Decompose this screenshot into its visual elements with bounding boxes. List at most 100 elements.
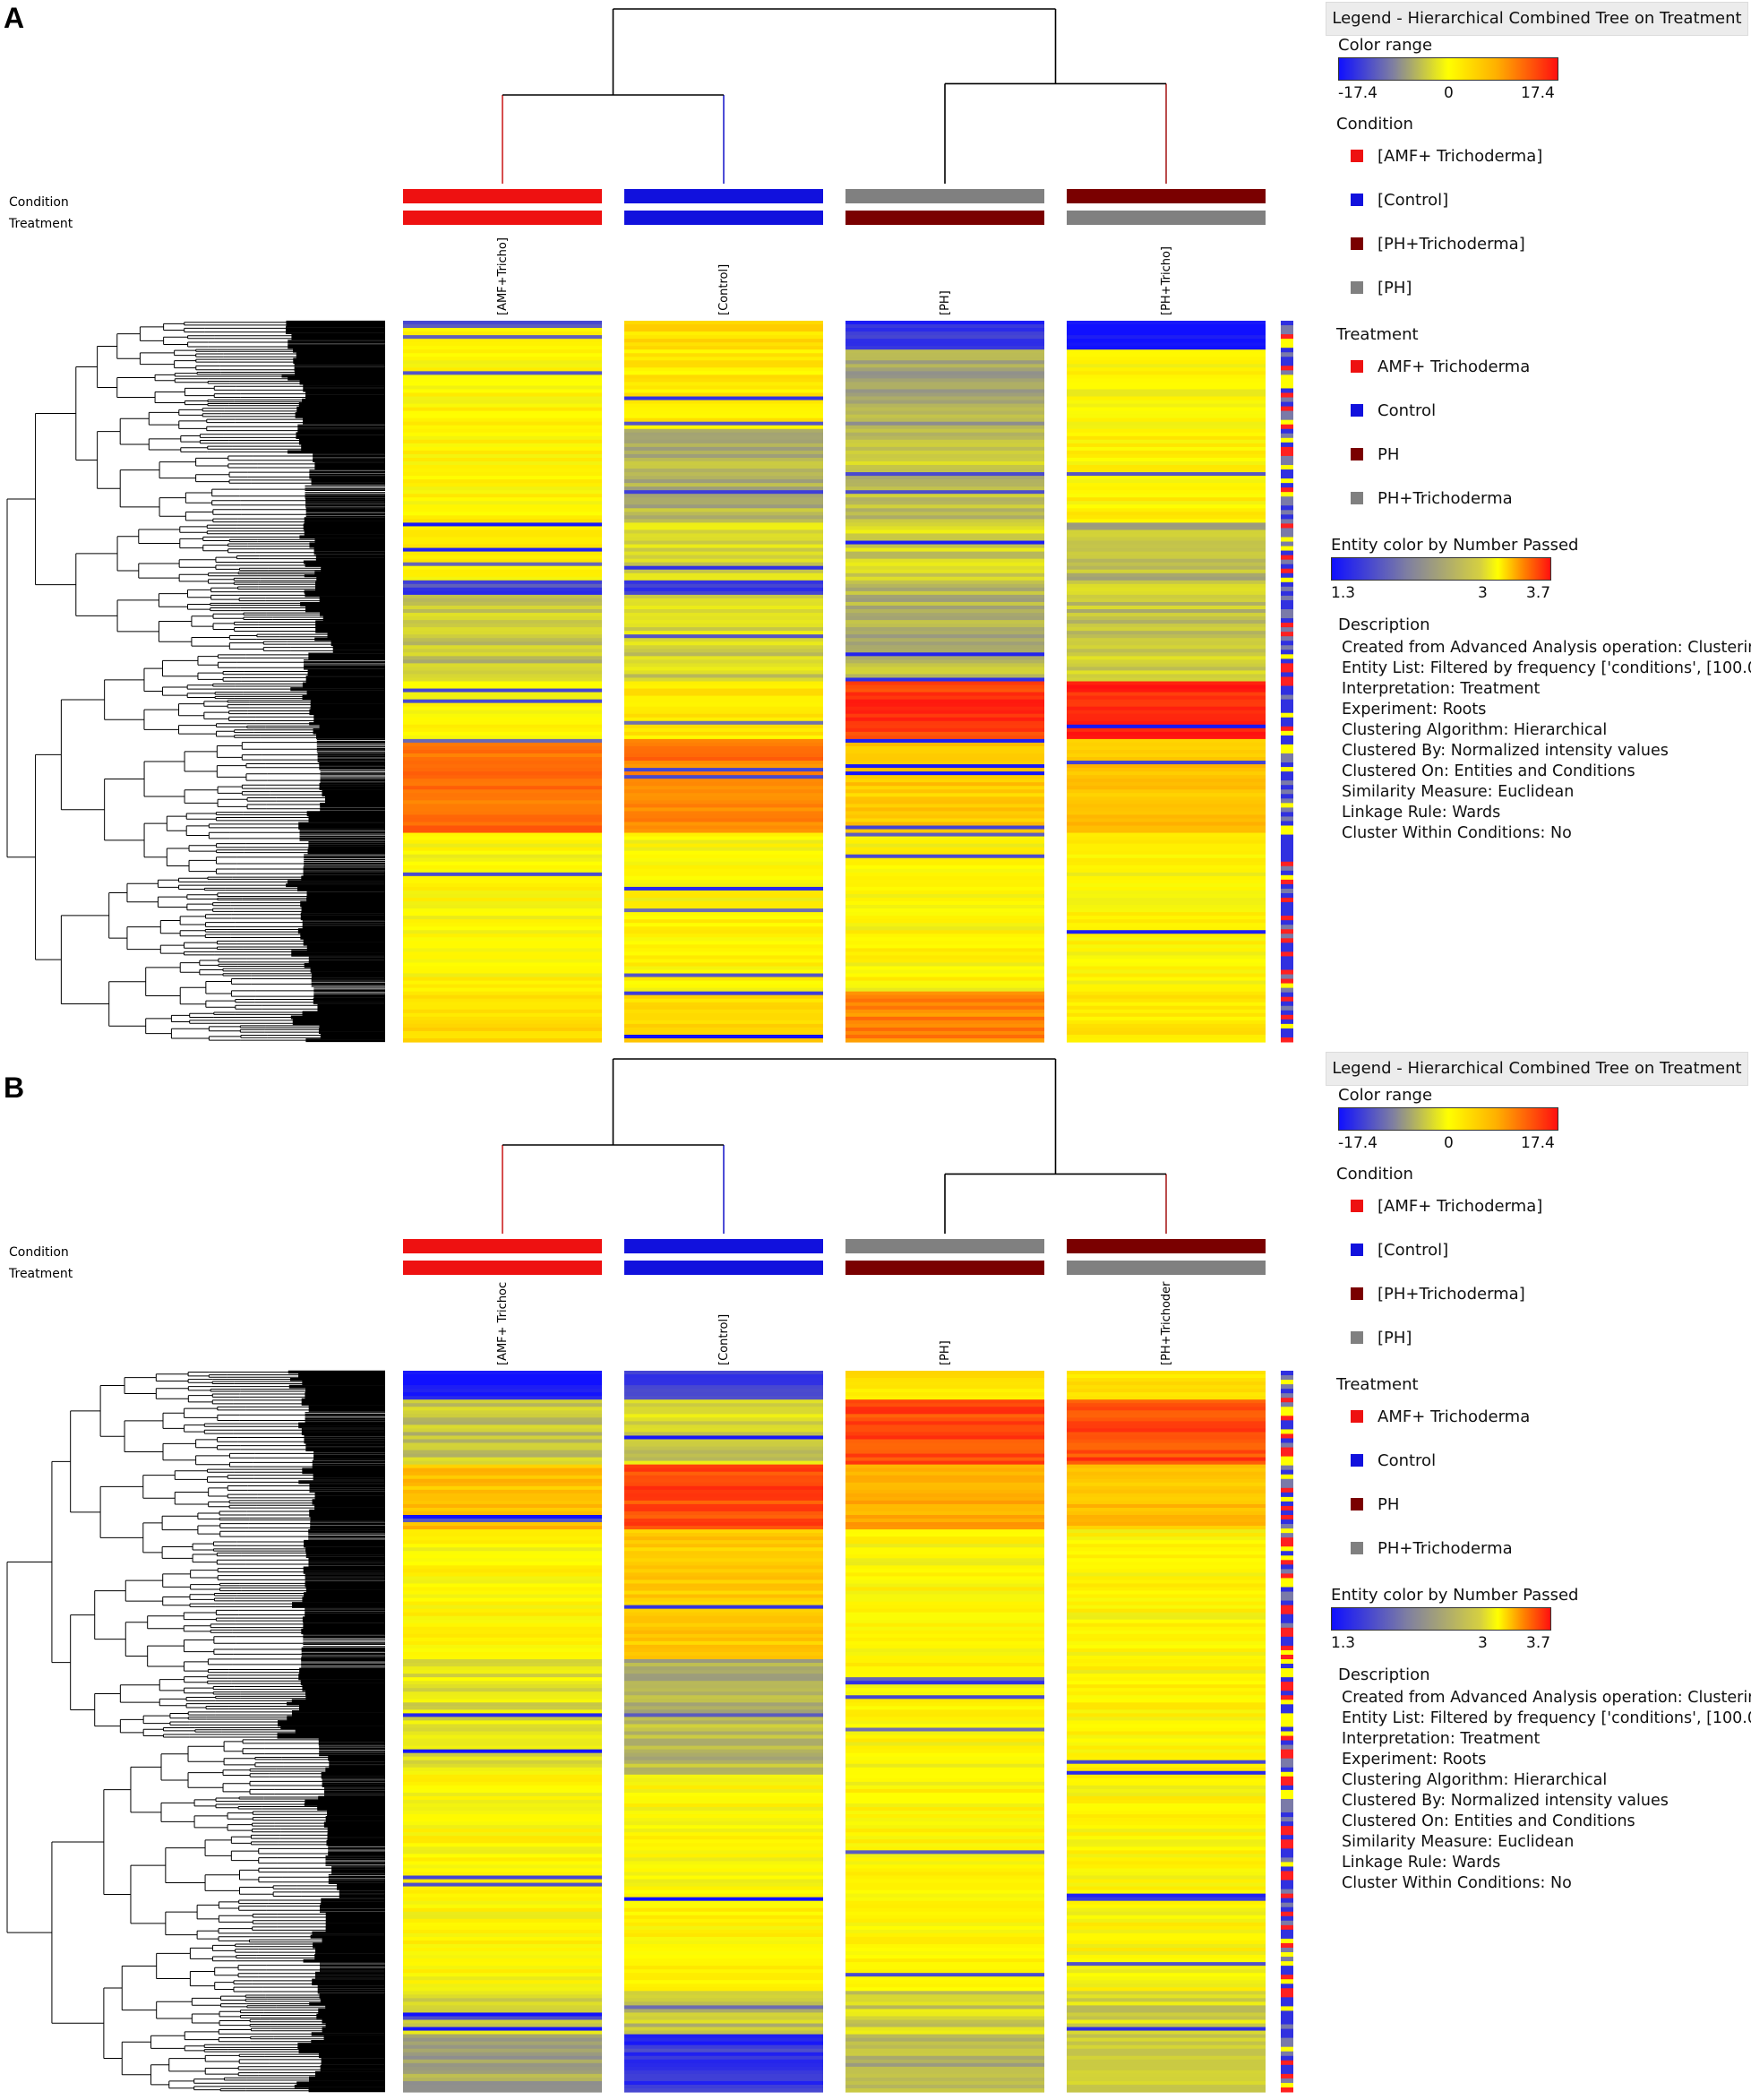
heatmap-cell [1067,1428,1266,1433]
heatmap-cell [403,969,602,975]
heatmap-cell [624,587,823,592]
heatmap-cell [624,414,823,419]
heatmap-cell [845,476,1044,480]
heatmap-cell [1067,1399,1266,1404]
heatmap-cell [403,1378,602,1382]
heatmap-cell [624,490,823,495]
entity-color-cell [1281,654,1293,659]
heatmap-cell [403,980,602,985]
heatmap-cell [403,857,602,863]
swatch-icon [1351,404,1363,417]
heatmap-cell [1067,645,1266,650]
heatmap-cell [403,822,602,827]
heatmap-cell [624,1478,823,1484]
entity-color-cell [1281,879,1293,885]
heatmap-cell [1067,512,1266,516]
heatmap-cell [845,565,1044,571]
heatmap-cell [1067,955,1266,960]
heatmap-cell [624,594,823,599]
heatmap-cell [624,652,823,657]
heatmap-cell [845,450,1044,455]
heatmap-cell [403,674,602,679]
heatmap-cell [624,865,823,870]
heatmap-cell [624,638,823,642]
heatmap-cell [403,804,602,808]
heatmap-cell [1067,1522,1266,1527]
heatmap-cell [624,1529,823,1534]
heatmap-cell [845,414,1044,419]
heatmap-cell [845,547,1044,553]
entity-color-cell [1281,812,1293,817]
heatmap-cell [845,453,1044,459]
heatmap-cell [845,1457,1044,1462]
heatmap-cell [403,1385,602,1390]
heatmap-cell [624,850,823,856]
heatmap-cell [1067,901,1266,906]
heatmap-cell [624,1467,823,1473]
heatmap-cell [403,631,602,635]
heatmap-cell [403,987,602,993]
heatmap-cell [1067,598,1266,603]
heatmap-cell [1067,1565,1266,1570]
heatmap-cell [624,537,823,542]
treatment-legend-item: PH [1351,444,1399,466]
heatmap-cell [1067,905,1266,909]
heatmap-cell [1067,403,1266,409]
heatmap-cell [624,1475,823,1480]
heatmap-cell [1067,1027,1266,1032]
heatmap-cell [403,396,602,401]
heatmap-cell [1067,882,1266,888]
heatmap-cell [624,1421,823,1425]
condition-bar [845,189,1044,203]
heatmap-cell [1067,1633,1266,1639]
entity-color-cell [1281,825,1293,831]
heatmap-cell [403,695,602,701]
entity-color-cell [1281,978,1293,985]
heatmap-cell [1067,652,1266,657]
heatmap-cell [1067,460,1266,466]
heatmap-cell [403,955,602,960]
heatmap-cell [1067,410,1266,416]
heatmap-cell [1067,1637,1266,1642]
heatmap-cell [403,544,602,549]
heatmap-cell [1067,605,1266,610]
heatmap-cell [845,1374,1044,1379]
heatmap-cell [624,1637,823,1642]
heatmap-cell [1067,717,1266,722]
entity-color-cell [1281,442,1293,448]
heatmap-cell [1067,540,1266,546]
heatmap-cell [845,659,1044,664]
heatmap-cell [403,1485,602,1491]
entity-color-cell [1281,1001,1293,1007]
heatmap-cell [403,1503,602,1509]
panel-label: A [4,2,25,34]
heatmap-cell [845,1622,1044,1628]
entity-color-cell [1281,739,1293,745]
heatmap-cell [845,1485,1044,1491]
heatmap-cell [624,547,823,553]
entity-color-cell [1281,568,1293,574]
heatmap-cell [1067,775,1266,779]
heatmap-cell [624,966,823,971]
heatmap-cell [845,594,1044,599]
heatmap-cell [624,898,823,902]
heatmap-cell [403,713,602,719]
heatmap-cell [1067,804,1266,808]
entity-color-cell [1281,870,1293,876]
heatmap-cell [845,1640,1044,1646]
condition-row-label: Condition [9,1245,69,1260]
entity-color-cell [1281,1005,1293,1011]
heatmap-cell [1067,533,1266,538]
heatmap-cell [1067,331,1266,336]
heatmap-cell [403,868,602,874]
heatmap-cell [624,1554,823,1559]
heatmap-cell [845,782,1044,787]
heatmap-cell [1067,861,1266,866]
entity-color-cell [1281,614,1293,619]
heatmap-cell [845,1475,1044,1480]
heatmap-cell [845,328,1044,332]
heatmap-cell [1067,613,1266,617]
heatmap-cell [624,613,823,617]
heatmap-cell [624,786,823,790]
entity-color-cell [1281,916,1293,921]
